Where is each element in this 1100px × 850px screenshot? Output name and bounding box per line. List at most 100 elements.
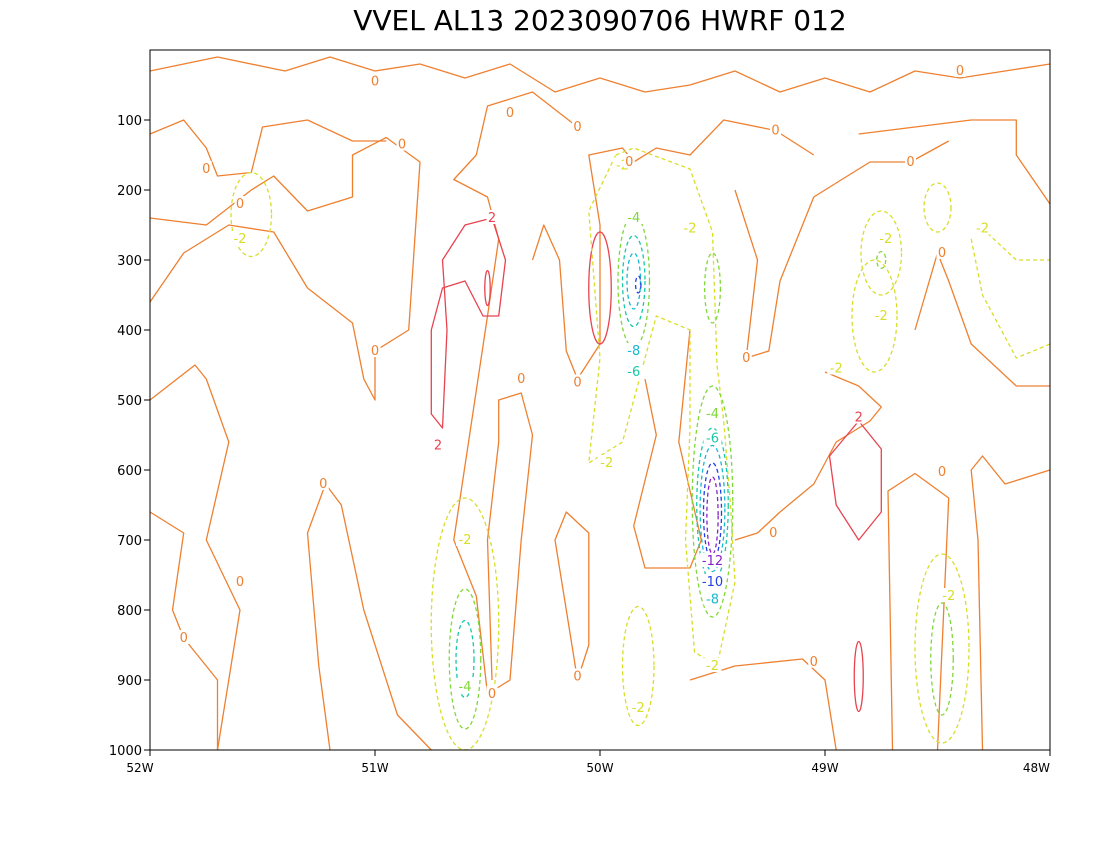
contour-label: -2 <box>600 456 613 471</box>
contour-label: 0 <box>180 631 188 646</box>
contour-line <box>734 140 950 359</box>
contour-label: 0 <box>236 197 244 212</box>
contour-label: -8 <box>706 593 719 608</box>
contour-line <box>923 182 952 233</box>
contour-label-bg <box>703 406 722 420</box>
contour-label: -2 <box>459 533 472 548</box>
x-tick-label: 51W <box>361 761 388 775</box>
contour-label: 2 <box>434 439 442 454</box>
contour-label: 0 <box>769 526 777 541</box>
contour-line <box>858 119 1051 205</box>
contour-label: -4 <box>459 680 472 695</box>
y-tick-label: 200 <box>117 184 142 199</box>
contour-label: 0 <box>488 687 496 702</box>
chart-title: VVEL AL13 2023090706 HWRF 012 <box>353 4 846 37</box>
contour-label-bg <box>703 430 722 445</box>
contour-line <box>734 371 882 541</box>
contour-label: 2 <box>488 211 496 226</box>
contour-line <box>306 483 432 751</box>
contour-label-bg <box>369 73 381 88</box>
contour-label-bg <box>770 122 781 137</box>
contour-label: -2 <box>706 659 719 674</box>
contour-line <box>634 275 642 294</box>
contour-label-bg <box>623 154 635 168</box>
contour-label-bg <box>703 658 722 672</box>
contour-line <box>149 136 421 401</box>
y-tick-label: 400 <box>117 324 142 339</box>
contour-label: -2 <box>879 232 892 247</box>
contour-label-bg <box>456 679 474 693</box>
contour-label: 0 <box>938 465 946 480</box>
contour-label-bg <box>624 364 643 378</box>
contour-label-bg <box>597 455 616 469</box>
contour-label: -2 <box>875 309 888 324</box>
contour-label: 0 <box>371 75 379 90</box>
contour-label-bg <box>700 574 725 588</box>
contour-line <box>876 250 887 270</box>
contour-line <box>149 364 241 751</box>
contour-label-bg <box>504 105 516 119</box>
contour-label-bg <box>572 119 583 133</box>
contour-line <box>453 91 578 695</box>
x-tick-label: 50W <box>586 761 613 775</box>
contour-label-bg <box>234 574 246 588</box>
y-tick-label: 300 <box>117 254 142 269</box>
contour-line <box>982 228 1050 261</box>
contour-label-bg <box>681 220 699 235</box>
y-tick-label: 600 <box>117 464 142 479</box>
contour-label-bg <box>369 343 381 357</box>
contour-label-bg <box>700 553 725 567</box>
contour-label: -4 <box>627 211 640 226</box>
contour-label: 0 <box>236 575 244 590</box>
contour-label: -2 <box>976 222 989 237</box>
contour-label-bg <box>936 464 948 479</box>
contour-label-bg <box>853 409 865 424</box>
contour-line <box>691 385 734 618</box>
contour-label-bg <box>200 161 212 175</box>
contour-line <box>828 420 882 541</box>
x-tick-label: 49W <box>811 761 838 775</box>
contour-line <box>149 511 219 750</box>
contour-label-bg <box>432 437 444 452</box>
contour-label: 0 <box>771 124 779 139</box>
contour-label-bg <box>703 591 722 606</box>
contour-label-bg <box>572 668 583 683</box>
contour-label: 0 <box>906 155 914 170</box>
y-tick-label: 500 <box>117 394 142 409</box>
contour-layer <box>149 56 1051 751</box>
contour-line <box>149 224 309 303</box>
x-tick-label: 52W <box>126 761 153 775</box>
contour-line <box>588 147 736 667</box>
contour-line <box>149 56 1051 93</box>
contour-line <box>531 119 815 380</box>
contour-line <box>230 171 273 258</box>
contour-label-bg <box>317 476 329 490</box>
contour-label-bg <box>876 231 895 245</box>
contour-label: 0 <box>573 670 581 685</box>
contour-label: 0 <box>506 106 514 121</box>
contour-label: -6 <box>706 432 719 447</box>
contour-label: -4 <box>706 407 719 422</box>
contour-label-bg <box>624 210 643 224</box>
contour-label-bg <box>486 210 498 224</box>
contour-line <box>887 472 950 751</box>
contour-line <box>149 119 387 177</box>
contour-label-bg <box>936 245 948 259</box>
contour-line <box>588 231 612 345</box>
contour-line <box>703 252 722 324</box>
contour-line <box>484 269 491 307</box>
contour-label-bg <box>396 136 408 151</box>
contour-label-bg <box>808 653 820 668</box>
contour-label-bg <box>231 231 249 245</box>
contour-line <box>448 588 482 730</box>
contour-label: 0 <box>398 138 406 153</box>
contour-line <box>970 455 1051 751</box>
contour-line <box>706 476 719 555</box>
contour-label-bg <box>872 308 891 322</box>
contour-label-bg <box>572 374 583 389</box>
contour-label-bg <box>973 220 992 235</box>
contour-label: -2 <box>684 222 697 237</box>
contour-label: 0 <box>573 376 581 391</box>
